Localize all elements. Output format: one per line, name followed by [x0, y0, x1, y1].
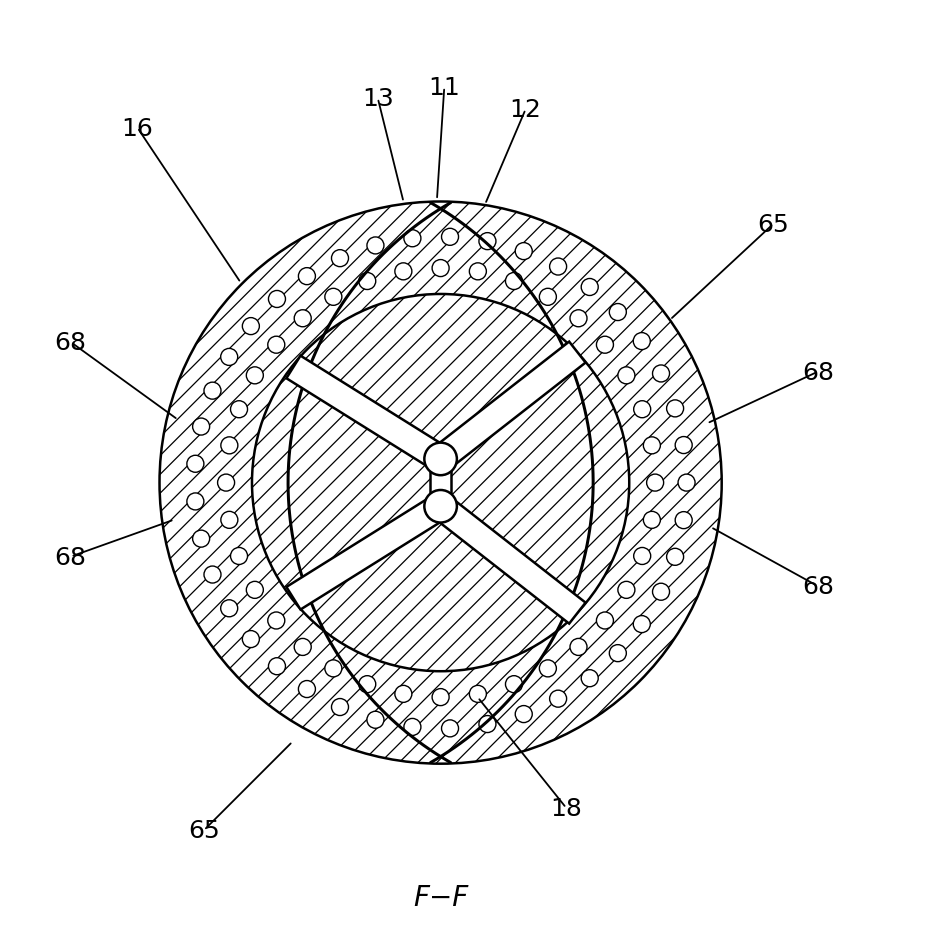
Circle shape	[367, 712, 384, 729]
Circle shape	[675, 512, 692, 529]
Circle shape	[432, 261, 449, 278]
Circle shape	[479, 233, 496, 250]
Circle shape	[618, 582, 634, 598]
Text: 13: 13	[362, 87, 394, 110]
Text: 12: 12	[509, 98, 542, 122]
Circle shape	[243, 318, 259, 335]
Text: F−F: F−F	[413, 883, 468, 911]
Circle shape	[358, 273, 376, 290]
Text: 16: 16	[121, 116, 153, 141]
Polygon shape	[430, 460, 452, 507]
Circle shape	[404, 718, 421, 735]
Circle shape	[395, 685, 411, 702]
Circle shape	[221, 512, 238, 529]
Circle shape	[506, 676, 522, 693]
Circle shape	[441, 229, 458, 246]
Circle shape	[469, 263, 486, 280]
Text: 65: 65	[188, 818, 220, 842]
Circle shape	[246, 367, 263, 384]
Circle shape	[217, 475, 234, 492]
Circle shape	[581, 670, 598, 687]
Text: 68: 68	[55, 330, 87, 355]
Circle shape	[325, 289, 341, 306]
Circle shape	[425, 443, 457, 476]
Circle shape	[634, 333, 650, 350]
Circle shape	[192, 418, 210, 435]
Polygon shape	[432, 343, 586, 470]
Circle shape	[469, 685, 486, 702]
Circle shape	[647, 475, 663, 492]
Circle shape	[252, 295, 629, 671]
Circle shape	[269, 658, 285, 675]
Circle shape	[230, 401, 247, 418]
Circle shape	[479, 716, 496, 733]
Circle shape	[367, 238, 384, 255]
Circle shape	[634, 401, 650, 418]
Circle shape	[596, 613, 614, 630]
Circle shape	[268, 613, 285, 630]
Circle shape	[269, 291, 285, 308]
Circle shape	[634, 548, 650, 565]
Circle shape	[609, 304, 626, 321]
Circle shape	[204, 566, 221, 583]
Circle shape	[539, 660, 556, 677]
Circle shape	[246, 582, 263, 598]
Circle shape	[299, 268, 315, 285]
Circle shape	[268, 337, 285, 354]
Circle shape	[550, 690, 566, 707]
Circle shape	[678, 475, 695, 492]
Circle shape	[652, 583, 670, 600]
Circle shape	[294, 311, 312, 328]
Circle shape	[634, 615, 650, 632]
Text: 11: 11	[428, 76, 460, 100]
Circle shape	[652, 365, 670, 382]
Circle shape	[221, 437, 238, 454]
Circle shape	[299, 681, 315, 698]
Circle shape	[204, 382, 221, 399]
Circle shape	[192, 531, 210, 548]
Circle shape	[609, 645, 626, 662]
Circle shape	[570, 311, 587, 328]
Circle shape	[243, 631, 259, 648]
Polygon shape	[286, 496, 448, 610]
Circle shape	[358, 676, 376, 693]
Circle shape	[539, 289, 556, 306]
Circle shape	[675, 437, 692, 454]
Text: 68: 68	[55, 545, 87, 569]
Circle shape	[570, 639, 587, 656]
Circle shape	[441, 720, 458, 737]
Circle shape	[331, 699, 349, 716]
Circle shape	[644, 512, 661, 529]
Circle shape	[618, 367, 634, 384]
Circle shape	[331, 250, 349, 267]
Circle shape	[666, 548, 684, 565]
Circle shape	[596, 337, 614, 354]
Circle shape	[515, 706, 532, 723]
Circle shape	[506, 273, 522, 290]
Polygon shape	[432, 497, 586, 624]
Circle shape	[325, 660, 341, 677]
Polygon shape	[286, 356, 448, 471]
Circle shape	[221, 349, 238, 366]
Text: 65: 65	[758, 212, 789, 236]
Circle shape	[187, 456, 204, 473]
Text: 68: 68	[801, 575, 834, 598]
Circle shape	[581, 279, 598, 296]
Circle shape	[221, 600, 238, 617]
Circle shape	[666, 400, 684, 417]
Circle shape	[432, 689, 449, 706]
Circle shape	[404, 230, 421, 247]
Circle shape	[187, 494, 204, 511]
Circle shape	[644, 437, 661, 454]
Circle shape	[294, 639, 312, 656]
Circle shape	[230, 548, 247, 565]
Circle shape	[550, 259, 566, 276]
Circle shape	[395, 263, 411, 280]
Text: 18: 18	[550, 796, 582, 820]
Text: 68: 68	[801, 361, 834, 384]
Circle shape	[425, 491, 457, 523]
Circle shape	[515, 244, 532, 261]
